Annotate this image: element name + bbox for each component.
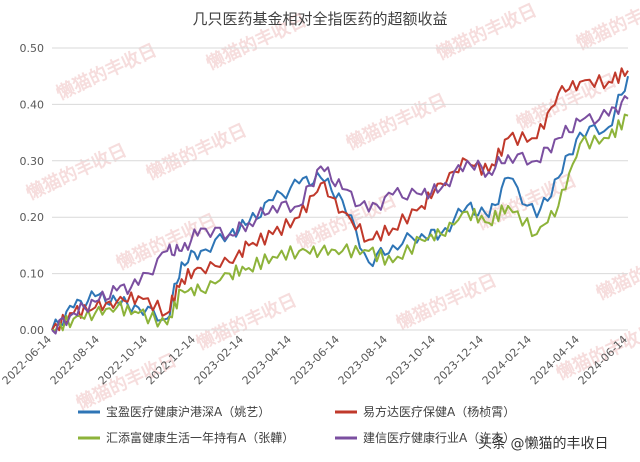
- series-line: [51, 113, 629, 332]
- watermark-text: 懒猫的丰收日: [343, 89, 450, 155]
- x-tick-label: 2023-08-14: [336, 333, 390, 387]
- watermark-text: 懒猫的丰收日: [593, 239, 640, 305]
- x-tick-label: 2022-08-14: [48, 333, 102, 387]
- y-tick-label: 0.10: [20, 268, 45, 281]
- watermark-text: 懒猫的丰收日: [513, 69, 620, 135]
- x-tick-label: 2023-04-14: [240, 333, 294, 387]
- chart-title: 几只医药基金相对全指医药的超额收益: [192, 10, 447, 28]
- x-tick-label: 2022-06-14: [0, 333, 54, 387]
- x-tick-label: 2023-06-14: [288, 333, 342, 387]
- series-line: [51, 67, 629, 332]
- y-tick-label: 0.40: [20, 98, 45, 111]
- y-tick-label: 0.30: [20, 155, 45, 168]
- watermark-text: 懒猫的丰收日: [473, 169, 580, 235]
- watermark-text: 懒猫的丰收日: [23, 139, 130, 205]
- y-tick-label: 0.50: [20, 42, 45, 55]
- y-axis-ticks: 0.00 0.10 0.20 0.30 0.40 0.50: [20, 42, 45, 337]
- x-tick-label: 2024-02-14: [480, 333, 534, 387]
- legend-label: 汇添富健康生活一年持有A（张韡）: [106, 430, 294, 445]
- y-tick-label: 0.20: [20, 211, 45, 224]
- series-line: [51, 95, 629, 335]
- legend-label: 宝盈医疗健康沪港深A（姚艺）: [106, 404, 270, 419]
- x-axis-ticks: 2022-06-142022-08-142022-10-142022-12-14…: [0, 333, 630, 387]
- legend-label: 建信医疗健康行业A（许杰）: [363, 430, 515, 445]
- x-tick-label: 2023-12-14: [432, 333, 486, 387]
- series-lines: [51, 67, 629, 335]
- watermark-text: 懒猫的丰收日: [143, 119, 250, 185]
- watermark-text: 懒猫的丰收日: [573, 0, 640, 55]
- series-line: [51, 75, 629, 331]
- watermark-text: 懒猫的丰收日: [53, 39, 160, 105]
- legend: 宝盈医疗健康沪港深A（姚艺） 易方达医疗保健A（杨桢霄） 汇添富健康生活一年持有A（…: [78, 404, 515, 445]
- x-tick-label: 2023-10-14: [384, 333, 438, 387]
- y-tick-label: 0.00: [20, 324, 45, 337]
- watermark-text: 懒猫的丰收日: [113, 209, 220, 275]
- watermark-text: 懒猫的丰收日: [433, 0, 540, 65]
- credit-text: 头条 @懒猫的丰收日: [478, 435, 608, 452]
- legend-label: 易方达医疗保健A（杨桢霄）: [363, 404, 515, 419]
- watermark-text: 懒猫的丰收日: [393, 269, 500, 335]
